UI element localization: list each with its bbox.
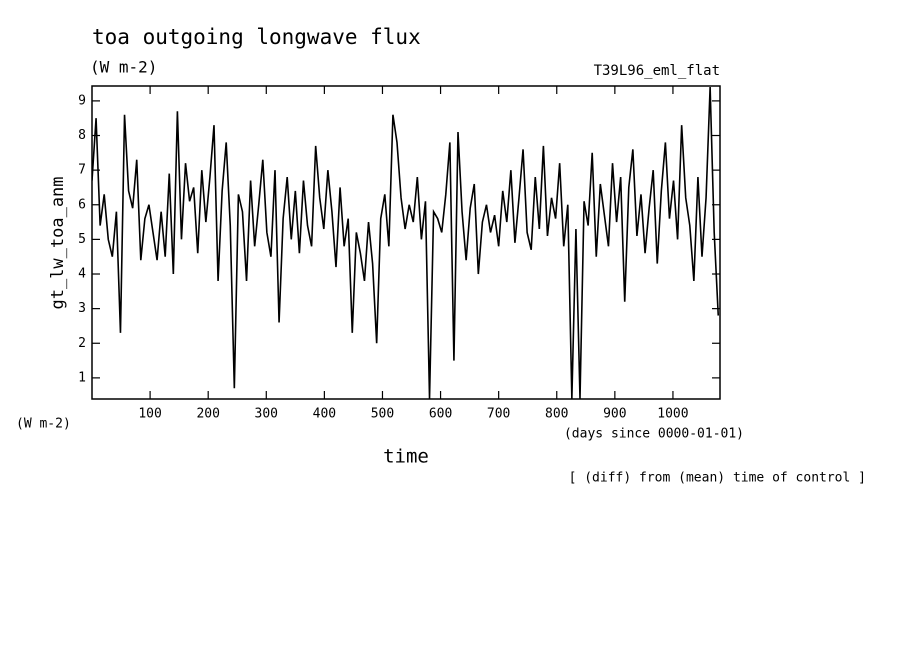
y-tick-label: 6: [78, 197, 86, 212]
data-line: [92, 87, 720, 399]
x-tick-label: 200: [196, 407, 219, 422]
y-tick-label: 5: [78, 232, 86, 247]
chart-title: toa outgoing longwave flux: [92, 25, 421, 49]
x-tick-label: 300: [255, 407, 278, 422]
x-tick-label: 600: [429, 407, 452, 422]
y-tick-label: 3: [78, 301, 86, 316]
x-tick-label: 400: [313, 407, 336, 422]
x-axis-label: time: [383, 446, 429, 468]
x-tick-label: 800: [545, 407, 568, 422]
y-tick-label: 1: [78, 370, 86, 385]
plot-frame: [91, 85, 721, 400]
y-tick-label: 4: [78, 267, 86, 282]
x-tick-label: 900: [603, 407, 626, 422]
units-top: (W m-2): [90, 58, 157, 77]
y-tick-label: 7: [78, 163, 86, 178]
y-tick-label: 2: [78, 336, 86, 351]
x-units: (days since 0000-01-01): [564, 427, 744, 442]
note: [ (diff) from (mean) time of control ]: [569, 471, 866, 486]
x-tick-label: 1000: [657, 407, 688, 422]
units-left: (W m-2): [16, 417, 71, 432]
x-tick-label: 700: [487, 407, 510, 422]
y-tick-label: 9: [78, 93, 86, 108]
y-axis-label: gt_lw_toa_anm: [48, 176, 68, 309]
run-label: T39L96_eml_flat: [594, 63, 720, 79]
x-tick-label: 100: [138, 407, 161, 422]
x-tick-label: 500: [371, 407, 394, 422]
y-tick-label: 8: [78, 128, 86, 143]
